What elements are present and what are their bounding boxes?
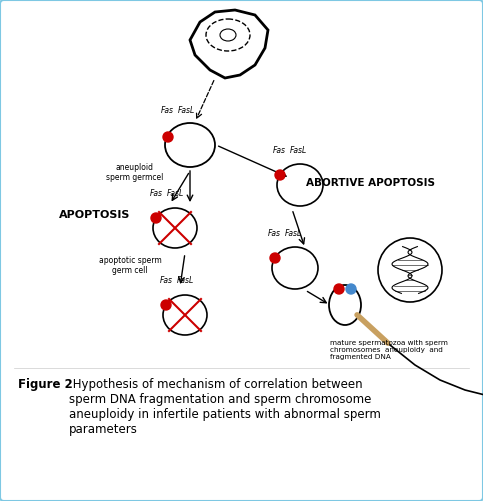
Ellipse shape (206, 19, 250, 51)
Ellipse shape (220, 29, 236, 41)
Polygon shape (190, 10, 268, 78)
Text: Fas: Fas (161, 106, 174, 115)
Circle shape (346, 284, 356, 294)
Text: Hypothesis of mechanism of correlation between
sperm DNA fragmentation and sperm: Hypothesis of mechanism of correlation b… (69, 378, 381, 436)
Text: mature spermatozoa with sperm
chromosomes  aneuploidy  and
fragmented DNA: mature spermatozoa with sperm chromosome… (330, 340, 448, 360)
Ellipse shape (163, 295, 207, 335)
Text: Fas: Fas (150, 189, 163, 198)
Circle shape (275, 170, 285, 180)
Text: FasL: FasL (177, 276, 194, 285)
Text: APOPTOSIS: APOPTOSIS (59, 210, 131, 220)
Ellipse shape (272, 247, 318, 289)
Text: FasL: FasL (167, 189, 184, 198)
Text: Fas: Fas (160, 276, 173, 285)
Ellipse shape (165, 123, 215, 167)
Text: ABORTIVE APOPTOSIS: ABORTIVE APOPTOSIS (306, 178, 435, 188)
Circle shape (161, 300, 171, 310)
Text: Figure 2: Figure 2 (18, 378, 73, 391)
Ellipse shape (153, 208, 197, 248)
Text: FasL: FasL (178, 106, 195, 115)
Text: Fas: Fas (268, 229, 281, 238)
Circle shape (151, 213, 161, 223)
Ellipse shape (329, 285, 361, 325)
Ellipse shape (277, 164, 323, 206)
Circle shape (163, 132, 173, 142)
Circle shape (334, 284, 344, 294)
Text: FasL: FasL (285, 229, 302, 238)
Circle shape (378, 238, 442, 302)
Text: apoptotic sperm
germ cell: apoptotic sperm germ cell (99, 256, 161, 276)
Text: Fas: Fas (273, 146, 286, 155)
Text: aneuploid
sperm germcel: aneuploid sperm germcel (106, 163, 164, 182)
Circle shape (270, 253, 280, 263)
Text: FasL: FasL (290, 146, 307, 155)
